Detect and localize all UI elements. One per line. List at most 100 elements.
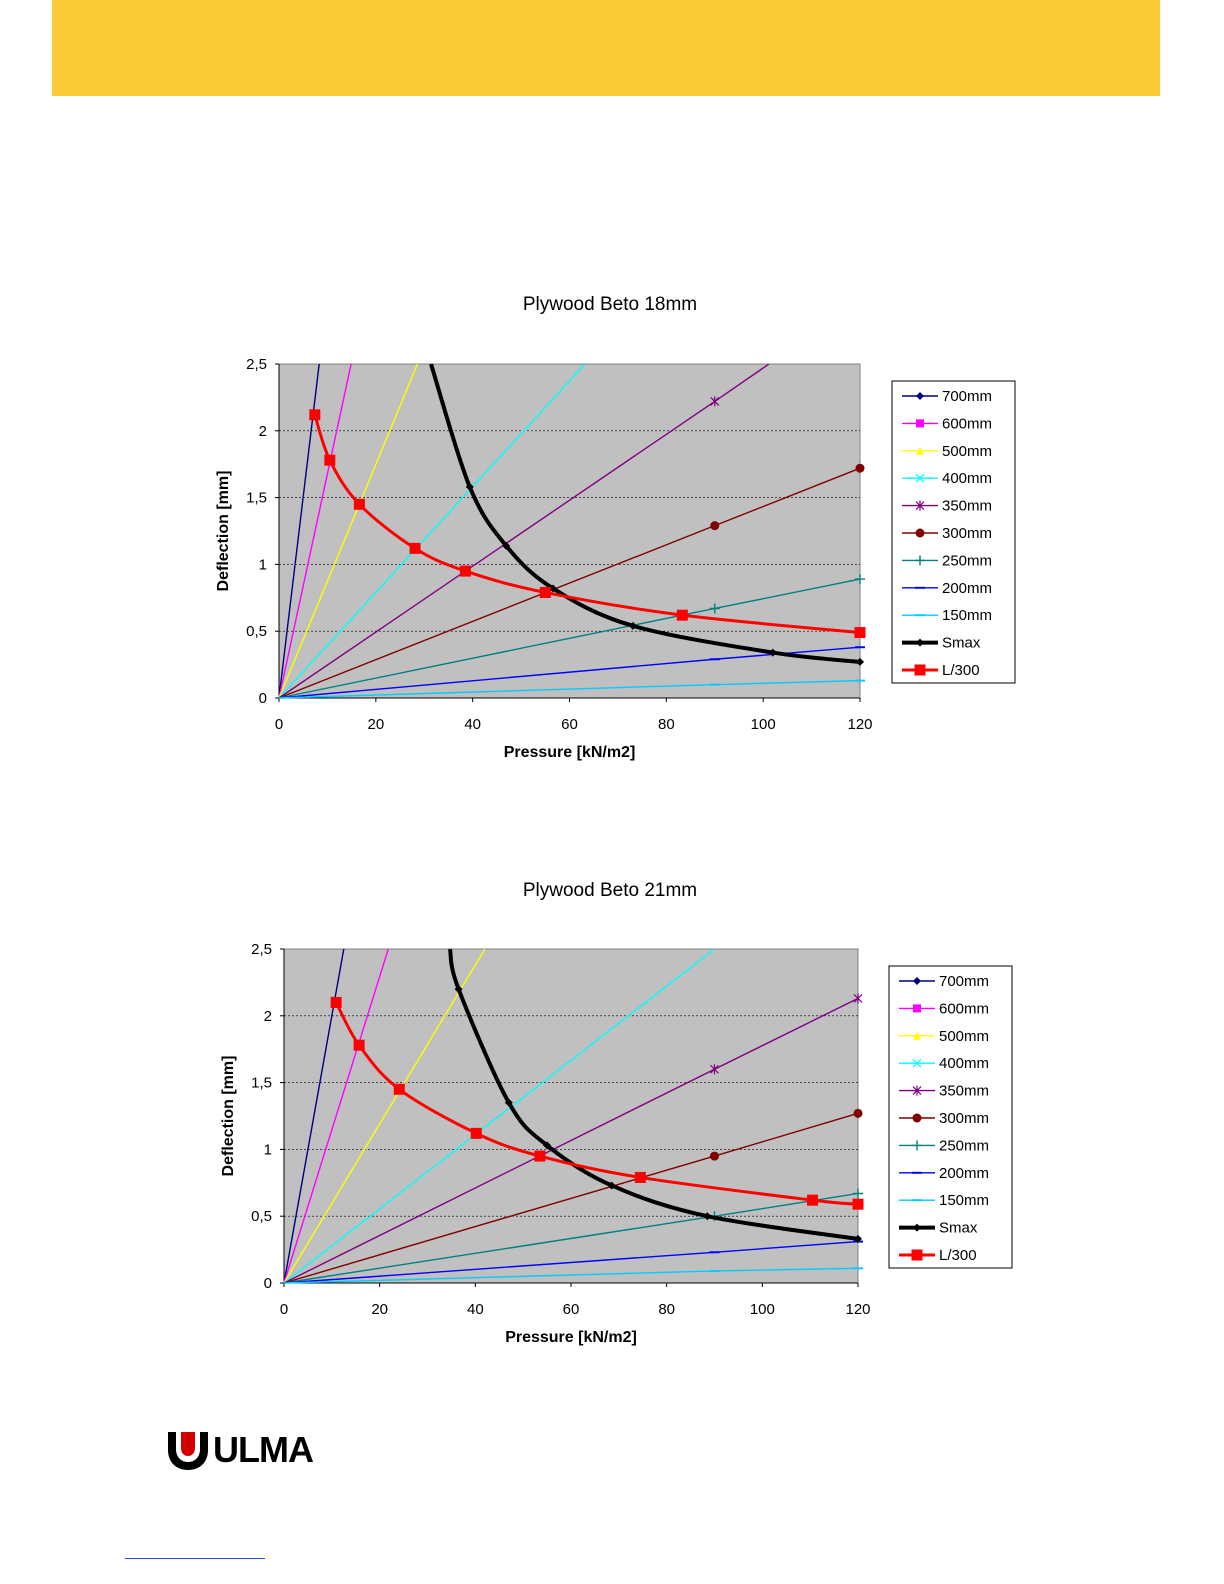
y-axis-label: Deflection [mm] xyxy=(215,471,232,592)
x-axis-label: Pressure [kN/m2] xyxy=(505,1329,637,1346)
footer-link-line[interactable] xyxy=(125,1558,265,1559)
data-point xyxy=(504,1098,513,1107)
data-point xyxy=(710,521,720,531)
legend-marker xyxy=(915,500,925,511)
series-line-400mm xyxy=(278,364,586,699)
y-tick-label: 0,5 xyxy=(246,623,267,640)
data-point xyxy=(607,1181,616,1190)
legend: 700mm 600mm 500mm 400mm 350mm 300mm 250mm 200mm… xyxy=(891,380,1016,684)
x-tick-label: 100 xyxy=(750,1301,775,1318)
data-point xyxy=(549,584,558,593)
data-point xyxy=(330,996,342,1008)
legend-label: 500mm xyxy=(939,1028,989,1045)
legend-marker xyxy=(916,638,924,647)
legend-marker xyxy=(912,1113,922,1123)
data-point xyxy=(634,1171,646,1183)
data-point xyxy=(534,1150,546,1162)
data-point xyxy=(465,482,474,491)
chart-18mm: 0 0,5 1 1,5 2 2,5 0 20 40 60 80 100 120 Pressure [kN/… xyxy=(215,356,1016,761)
legend-marker xyxy=(916,446,924,455)
data-point xyxy=(853,1188,863,1199)
legend-marker xyxy=(911,1249,923,1261)
data-point xyxy=(470,1127,482,1139)
logo-text: ULMA xyxy=(213,1429,314,1470)
data-point xyxy=(353,1039,365,1051)
series-line-600mm xyxy=(283,949,389,1284)
legend-label: 250mm xyxy=(939,1137,989,1154)
data-point xyxy=(539,586,551,598)
legend-marker xyxy=(912,1058,922,1068)
data-point xyxy=(854,627,866,639)
x-tick-label: 120 xyxy=(847,716,872,733)
data-point xyxy=(353,498,365,510)
data-point xyxy=(454,985,463,994)
series-line-L300 xyxy=(334,1001,859,1206)
legend-label: 400mm xyxy=(942,470,992,487)
data-point xyxy=(855,574,865,585)
data-point xyxy=(543,1141,552,1150)
series-line-400mm xyxy=(283,949,715,1284)
legend-box xyxy=(888,965,1013,1269)
series-group xyxy=(283,949,864,1284)
legend-marker xyxy=(916,419,924,428)
legend-marker xyxy=(915,473,925,483)
legend-marker xyxy=(912,1085,922,1096)
y-tick-label: 1 xyxy=(259,556,267,573)
series-line-Smax xyxy=(448,949,859,1241)
chart-title: Plywood Beto 21mm xyxy=(522,880,698,901)
data-point xyxy=(710,1151,719,1161)
y-axis-label: Deflection [mm] xyxy=(220,1056,237,1177)
y-tick-label: 2 xyxy=(259,423,267,440)
legend-label: 250mm xyxy=(942,552,992,569)
chart-title: Plywood Beto 18mm xyxy=(522,294,698,315)
y-tick-label: 1,5 xyxy=(246,490,267,507)
legend-marker xyxy=(913,1004,921,1013)
data-point xyxy=(853,1108,863,1118)
legend-label: Smax xyxy=(939,1220,978,1237)
x-tick-label: 60 xyxy=(563,1301,580,1318)
legend-marker xyxy=(915,528,925,538)
legend-marker xyxy=(912,1140,922,1151)
legend-label: 300mm xyxy=(942,525,992,542)
data-point xyxy=(703,1212,712,1221)
data-point xyxy=(309,409,321,421)
legend: 700mm 600mm 500mm 400mm 350mm 300mm 250mm 200mm… xyxy=(888,965,1013,1269)
header-band xyxy=(52,0,1160,96)
plot-area xyxy=(278,363,861,699)
plot-area xyxy=(283,948,859,1284)
data-point xyxy=(628,621,637,630)
series-line-500mm xyxy=(283,949,486,1284)
legend-marker xyxy=(913,1223,921,1232)
legend-label: 200mm xyxy=(942,580,992,597)
legend-marker xyxy=(913,1031,921,1040)
chart-21mm: 0 0,5 1 1,5 2 2,5 0 20 40 60 80 100 120 Pressure [kN/… xyxy=(220,941,1013,1346)
y-tick-label: 2 xyxy=(264,1008,272,1025)
legend-marker xyxy=(915,555,925,566)
x-tick-label: 0 xyxy=(280,1301,288,1318)
ulma-logo-icon xyxy=(168,1432,208,1470)
series-line-500mm xyxy=(278,364,419,699)
data-point xyxy=(856,657,864,666)
x-tick-label: 80 xyxy=(658,716,675,733)
data-point xyxy=(852,1198,864,1210)
series-group xyxy=(278,364,866,699)
data-point xyxy=(710,1064,719,1075)
y-tick-label: 1,5 xyxy=(251,1075,272,1092)
legend-label: 500mm xyxy=(942,443,992,460)
legend-label: 400mm xyxy=(939,1055,989,1072)
data-point xyxy=(855,463,865,473)
x-tick-label: 40 xyxy=(467,1301,484,1318)
data-point xyxy=(393,1083,405,1095)
y-tick-label: 2,5 xyxy=(246,356,267,373)
legend-label: 200mm xyxy=(939,1165,989,1182)
x-axis-label: Pressure [kN/m2] xyxy=(504,744,636,761)
x-tick-label: 120 xyxy=(845,1301,870,1318)
legend-label: 150mm xyxy=(939,1192,989,1209)
legend-marker xyxy=(913,977,921,985)
legend-label: 300mm xyxy=(939,1110,989,1127)
data-point xyxy=(502,541,511,550)
x-tick-label: 80 xyxy=(658,1301,675,1318)
legend-label: Smax xyxy=(942,635,981,652)
y-tick-label: 0 xyxy=(259,690,267,707)
data-point xyxy=(324,454,336,466)
